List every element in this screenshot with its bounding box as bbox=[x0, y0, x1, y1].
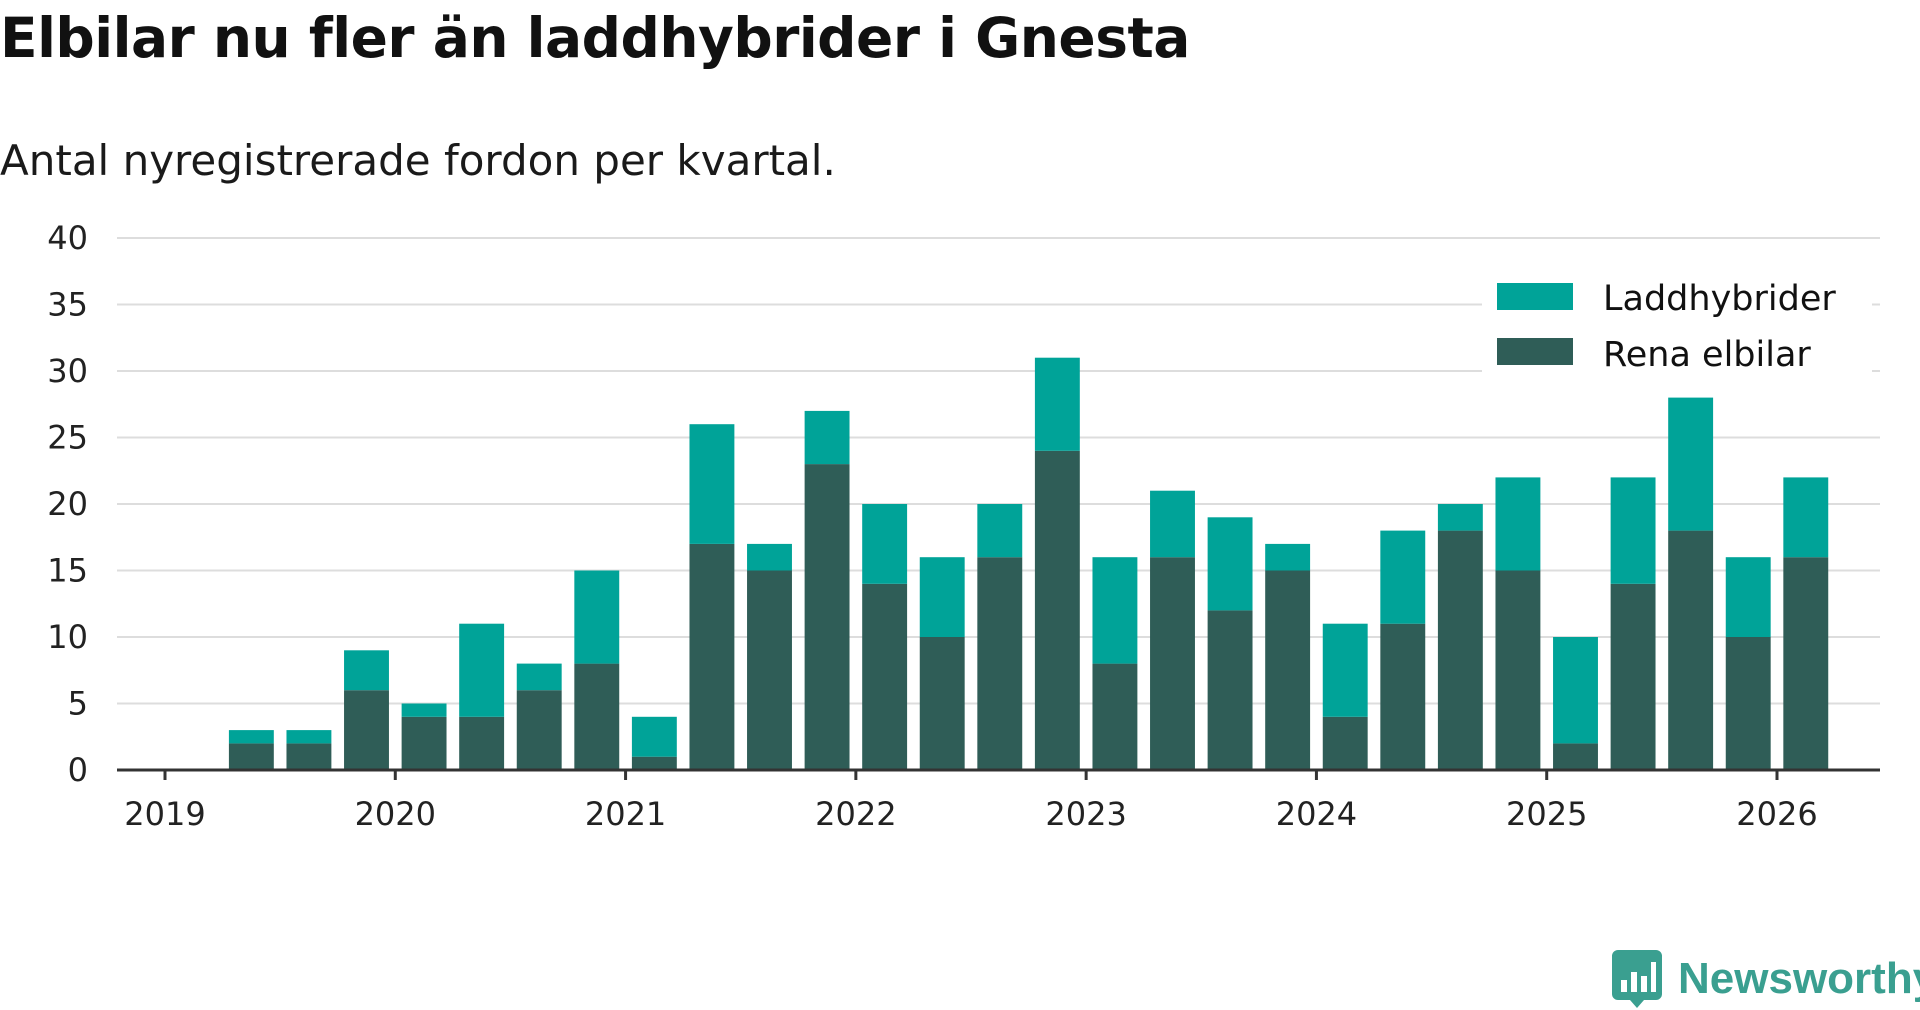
bar-laddhybrider-2025-q1 bbox=[1553, 637, 1598, 744]
bar-laddhybrider-2021-q2 bbox=[689, 424, 735, 544]
y-tick-label-40: 40 bbox=[47, 219, 88, 257]
legend-swatch-rena-elbilar bbox=[1497, 338, 1573, 365]
y-tick-label-25: 25 bbox=[47, 419, 88, 457]
bar-rena-elbilar-2019-q4 bbox=[344, 690, 389, 770]
x-tick-label-2025: 2025 bbox=[1506, 795, 1587, 833]
x-axis bbox=[117, 768, 1880, 780]
newsworthy-logo-text: Newsworthy bbox=[1678, 954, 1920, 1003]
bar-laddhybrider-2022-q2 bbox=[919, 557, 965, 637]
bar-laddhybrider-2021-q3 bbox=[747, 543, 792, 571]
bar-rena-elbilar-2024-q2 bbox=[1380, 623, 1426, 770]
x-tick-label-2020: 2020 bbox=[355, 795, 436, 833]
bar-rena-elbilar-2019-q2 bbox=[228, 743, 274, 770]
legend-label-laddhybrider: Laddhybrider bbox=[1603, 279, 1836, 319]
bar-laddhybrider-2023-q3 bbox=[1207, 517, 1253, 611]
bar-laddhybrider-2020-q2 bbox=[459, 623, 505, 717]
bar-rena-elbilar-2023-q3 bbox=[1207, 610, 1253, 770]
bar-laddhybrider-2024-q1 bbox=[1322, 623, 1368, 717]
bar-rena-elbilar-2026-q1 bbox=[1783, 557, 1829, 770]
bar-laddhybrider-2025-q3 bbox=[1668, 397, 1714, 531]
x-tick-label-2026: 2026 bbox=[1736, 795, 1817, 833]
bar-rena-elbilar-2025-q2 bbox=[1610, 583, 1656, 770]
bar-rena-elbilar-2021-q4 bbox=[804, 464, 850, 770]
bar-laddhybrider-2023-q4 bbox=[1265, 543, 1311, 571]
bar-rena-elbilar-2025-q1 bbox=[1553, 743, 1598, 770]
bar-laddhybrider-2021-q4 bbox=[804, 410, 850, 465]
bar-rena-elbilar-2022-q2 bbox=[919, 637, 965, 770]
bar-rena-elbilar-2021-q2 bbox=[689, 543, 735, 770]
bar-laddhybrider-2022-q1 bbox=[862, 504, 908, 584]
y-tick-label-20: 20 bbox=[47, 485, 88, 523]
y-tick-label-10: 10 bbox=[47, 618, 88, 656]
chart-subtitle: Antal nyregistrerade fordon per kvartal. bbox=[0, 136, 836, 185]
bar-rena-elbilar-2024-q4 bbox=[1495, 570, 1541, 770]
bar-laddhybrider-2020-q1 bbox=[401, 703, 447, 717]
bar-rena-elbilar-2020-q2 bbox=[459, 716, 505, 770]
bar-rena-elbilar-2022-q1 bbox=[862, 583, 908, 770]
bar-laddhybrider-2024-q2 bbox=[1380, 530, 1426, 624]
bar-laddhybrider-2023-q2 bbox=[1150, 490, 1195, 558]
newsworthy-logo-icon bbox=[1612, 950, 1662, 1008]
legend-swatch-laddhybrider bbox=[1497, 283, 1573, 310]
bar-laddhybrider-2025-q4 bbox=[1725, 557, 1771, 637]
legend-label-rena-elbilar: Rena elbilar bbox=[1603, 335, 1811, 375]
chart-title: Elbilar nu fler än laddhybrider i Gnesta bbox=[0, 6, 1190, 70]
x-tick-label-2019: 2019 bbox=[124, 795, 205, 833]
bar-rena-elbilar-2022-q3 bbox=[977, 557, 1023, 770]
bar-rena-elbilar-2023-q1 bbox=[1092, 663, 1138, 770]
bar-laddhybrider-2019-q3 bbox=[286, 730, 332, 744]
bar-laddhybrider-2022-q4 bbox=[1034, 357, 1080, 451]
y-axis-tick-labels: 0 5 10 15 20 25 30 35 40 bbox=[47, 219, 88, 789]
y-tick-label-30: 30 bbox=[47, 352, 88, 390]
bar-laddhybrider-2024-q4 bbox=[1495, 477, 1541, 571]
x-tick-label-2024: 2024 bbox=[1276, 795, 1357, 833]
bar-laddhybrider-2020-q3 bbox=[516, 663, 562, 691]
y-tick-label-5: 5 bbox=[68, 685, 88, 723]
bar-laddhybrider-2025-q2 bbox=[1610, 477, 1656, 584]
x-tick-label-2022: 2022 bbox=[815, 795, 896, 833]
legend: Laddhybrider Rena elbilar bbox=[1482, 270, 1872, 380]
bar-laddhybrider-2021-q1 bbox=[631, 716, 677, 757]
bar-laddhybrider-2019-q4 bbox=[344, 650, 389, 691]
bar-rena-elbilar-2025-q3 bbox=[1668, 530, 1714, 770]
bar-laddhybrider-2026-q1 bbox=[1783, 477, 1829, 558]
bar-rena-elbilar-2020-q4 bbox=[574, 663, 620, 770]
bar-laddhybrider-2019-q2 bbox=[228, 730, 274, 744]
bar-laddhybrider-2020-q4 bbox=[574, 570, 620, 664]
bar-rena-elbilar-2025-q4 bbox=[1725, 637, 1771, 770]
bar-rena-elbilar-2024-q1 bbox=[1322, 716, 1368, 770]
x-tick-label-2021: 2021 bbox=[585, 795, 666, 833]
x-tick-label-2023: 2023 bbox=[1045, 795, 1126, 833]
bars bbox=[228, 357, 1829, 770]
y-tick-label-15: 15 bbox=[47, 552, 88, 590]
bar-laddhybrider-2022-q3 bbox=[977, 504, 1023, 558]
newsworthy-branding: Newsworthy bbox=[1612, 950, 1920, 1008]
bar-rena-elbilar-2020-q3 bbox=[516, 690, 562, 770]
bar-laddhybrider-2023-q1 bbox=[1092, 557, 1138, 664]
bar-rena-elbilar-2021-q1 bbox=[631, 756, 677, 770]
x-axis-tick-labels: 2019 2020 2021 2022 2023 2024 2025 2026 bbox=[124, 795, 1817, 833]
bar-rena-elbilar-2020-q1 bbox=[401, 716, 447, 770]
bar-laddhybrider-2024-q3 bbox=[1437, 504, 1483, 531]
bar-rena-elbilar-2023-q4 bbox=[1265, 570, 1311, 770]
bar-rena-elbilar-2022-q4 bbox=[1034, 450, 1080, 770]
bar-rena-elbilar-2021-q3 bbox=[747, 570, 792, 770]
bar-rena-elbilar-2023-q2 bbox=[1150, 557, 1195, 770]
y-tick-label-35: 35 bbox=[47, 286, 88, 324]
y-tick-label-0: 0 bbox=[68, 751, 88, 789]
bar-rena-elbilar-2019-q3 bbox=[286, 743, 332, 770]
bar-rena-elbilar-2024-q3 bbox=[1437, 530, 1483, 770]
